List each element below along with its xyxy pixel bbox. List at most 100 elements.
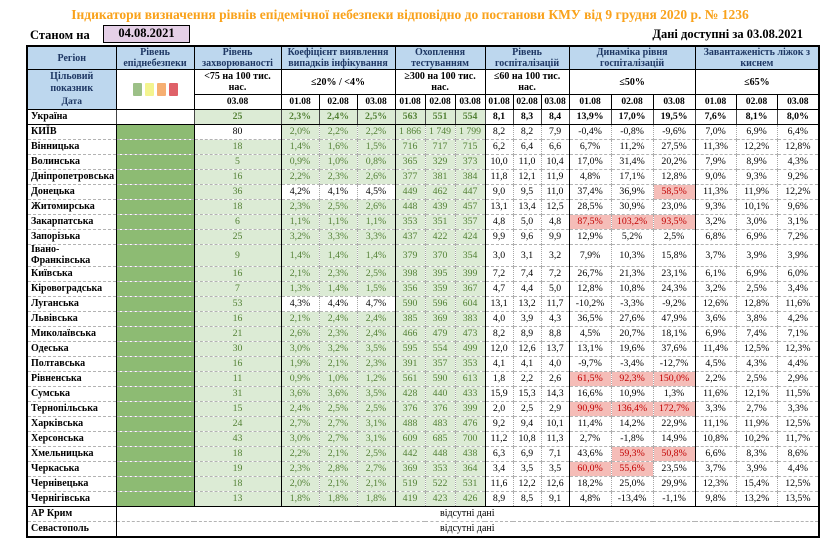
- value-cell: 5,2%: [611, 229, 654, 246]
- value-cell: -9,7%: [568, 356, 612, 373]
- value-cell: 4,4%: [319, 296, 358, 313]
- value-cell: 10,4: [541, 154, 570, 171]
- value-cell: 15,9: [484, 386, 514, 403]
- region-name: Херсонська: [27, 431, 117, 448]
- value-cell: 37,4%: [568, 184, 612, 201]
- value-cell: -9,2%: [653, 296, 696, 313]
- value-cell: 2,6%: [280, 326, 320, 343]
- value-cell: 2,4%: [319, 109, 358, 126]
- value-cell: 2,8%: [319, 461, 358, 478]
- value-cell: 8,2: [513, 124, 542, 141]
- value-cell: 8,1%: [736, 109, 778, 126]
- value-cell: 9,1: [541, 491, 570, 508]
- table-row: Рівненська 11 0,9% 1,0% 1,2% 561 590 613 1,8 2,2 2…: [27, 371, 820, 388]
- value-cell: -3,4%: [611, 356, 654, 373]
- value-cell: 12,5: [541, 199, 570, 216]
- column-header-epidemic-level: Рівень епіднебезпеки: [115, 45, 195, 71]
- value-cell: 58,5%: [653, 184, 696, 201]
- value-cell: 93,5%: [653, 214, 696, 231]
- value-cell: 30,9%: [611, 199, 654, 216]
- value-cell: 24: [193, 416, 282, 433]
- value-cell: 3,6%: [319, 386, 358, 403]
- value-cell: 3,2%: [319, 341, 358, 358]
- epidemic-level-cell: [116, 139, 195, 156]
- date-header: 01.08: [280, 94, 320, 111]
- value-cell: 391: [394, 356, 426, 373]
- value-cell: 36,9%: [611, 184, 654, 201]
- table-row: Сумська 31 3,6% 3,6% 3,5% 428 440 433 15,9 15,3 14…: [27, 386, 820, 403]
- value-cell: 395: [425, 266, 456, 283]
- value-cell: 2,4%: [357, 311, 396, 328]
- date-header: 03.08: [356, 94, 396, 111]
- value-cell: 13,1: [484, 199, 514, 216]
- epidemic-level-cell: [116, 199, 195, 216]
- as-of-date: 04.08.2021: [103, 25, 190, 43]
- epidemic-level-cell: [116, 326, 195, 343]
- region-name: Севастополь: [27, 521, 117, 538]
- value-cell: 596: [425, 296, 456, 313]
- region-name: Житомирська: [27, 199, 117, 216]
- value-cell: 1 866: [394, 124, 426, 141]
- value-cell: 4,2%: [777, 311, 820, 328]
- value-cell: 47,9%: [653, 311, 696, 328]
- value-cell: 43: [193, 431, 282, 448]
- value-cell: 1,2%: [357, 371, 396, 388]
- value-cell: 3,4%: [777, 281, 820, 298]
- region-name: Одеська: [27, 341, 117, 358]
- value-cell: 1,9%: [280, 356, 320, 373]
- value-cell: 12,1: [513, 169, 542, 186]
- value-cell: 448: [394, 199, 426, 216]
- value-cell: 442: [394, 446, 426, 463]
- value-cell: 18,1%: [653, 326, 696, 343]
- value-cell: 37,6%: [653, 341, 696, 358]
- value-cell: 11,7: [541, 296, 570, 313]
- value-cell: 1,0%: [319, 154, 358, 171]
- value-cell: 2,0: [484, 401, 514, 418]
- value-cell: 3,0%: [736, 214, 778, 231]
- region-name: Кіровоградська: [27, 281, 117, 298]
- value-cell: 479: [425, 326, 456, 343]
- value-cell: 12,5%: [777, 476, 820, 493]
- value-cell: 8,2: [484, 326, 514, 343]
- value-cell: 11,0: [513, 154, 542, 171]
- column-header-testing: Охоплення тестуванням: [394, 45, 486, 71]
- target-hospitalization-dynamics: ≤50%: [568, 69, 696, 96]
- value-cell: 2,6%: [357, 199, 396, 216]
- value-cell: 4,5%: [694, 356, 737, 373]
- value-cell: 5,0: [513, 214, 542, 231]
- value-cell: 13,5%: [777, 491, 820, 508]
- value-cell: 398: [394, 266, 426, 283]
- value-cell: 10,9%: [611, 386, 654, 403]
- value-cell: 16: [193, 311, 282, 328]
- value-cell: 4,3%: [736, 356, 778, 373]
- value-cell: 6,9%: [694, 326, 737, 343]
- value-cell: 2,1%: [319, 476, 358, 493]
- value-cell: 8,2: [484, 124, 514, 141]
- value-cell: 11,5%: [777, 386, 820, 403]
- value-cell: 4,2%: [280, 184, 320, 201]
- value-cell: 3,8%: [736, 311, 778, 328]
- date-row-label: Дата: [26, 94, 117, 111]
- yellow-level-swatch: [144, 83, 154, 97]
- value-cell: 20,2%: [653, 154, 696, 171]
- value-cell: 6,7%: [568, 139, 612, 156]
- table-row: Черкаська 19 2,3% 2,8% 2,7% 369 353 364 3,4 3,5 3,…: [27, 461, 820, 478]
- epidemic-level-cell: [116, 491, 195, 508]
- value-cell: 80: [193, 124, 282, 141]
- value-cell: 4,3: [541, 311, 570, 328]
- value-cell: 2,5%: [357, 446, 396, 463]
- value-cell: 23,5%: [653, 461, 696, 478]
- value-cell: 483: [425, 416, 456, 433]
- value-cell: 377: [394, 169, 426, 186]
- value-cell: 7: [193, 281, 282, 298]
- value-cell: 2,5%: [357, 109, 396, 126]
- region-name: Закарпатська: [27, 214, 117, 231]
- table-row: Севастополь відсутні дані: [27, 521, 820, 538]
- value-cell: 3,2%: [694, 281, 737, 298]
- region-name: Україна: [27, 109, 117, 126]
- value-cell: 551: [425, 109, 456, 126]
- date-header: 03.08: [540, 94, 570, 111]
- value-cell: 3,5: [513, 461, 542, 478]
- value-cell: 20,7%: [611, 326, 654, 343]
- value-cell: 2,1%: [357, 476, 396, 493]
